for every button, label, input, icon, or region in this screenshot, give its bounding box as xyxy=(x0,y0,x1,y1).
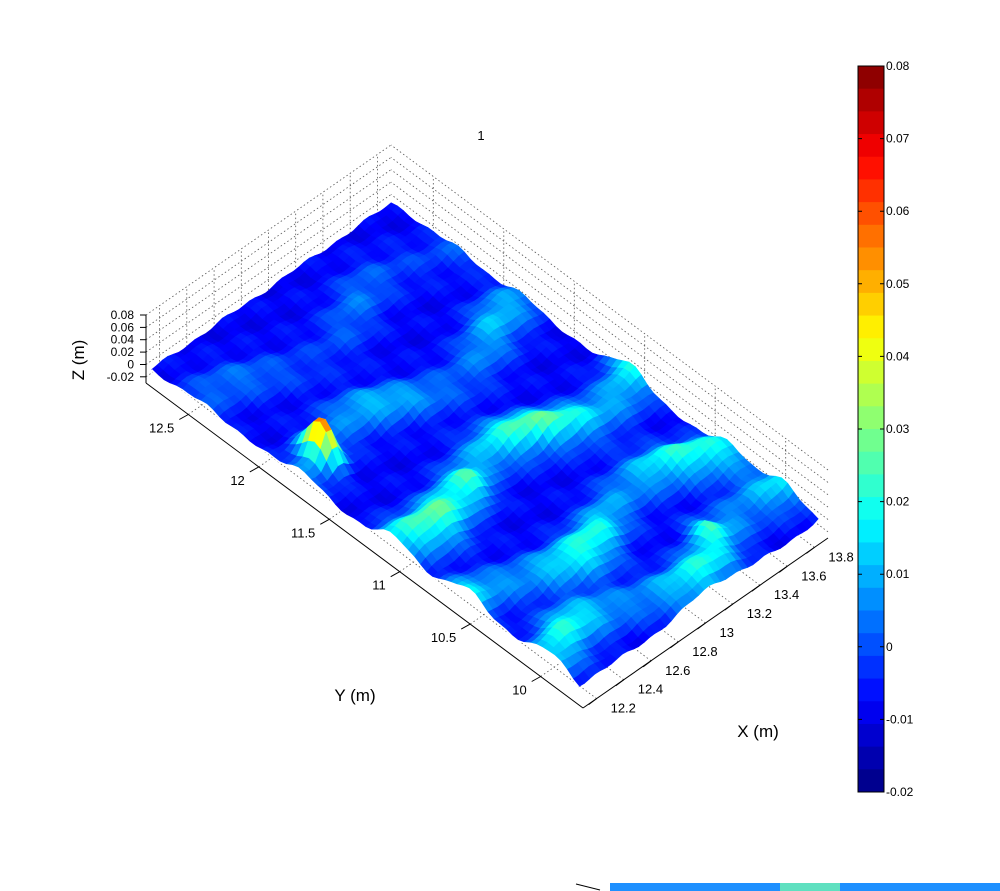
x-tick-label: 12.6 xyxy=(665,663,690,678)
x-tick-label: 13 xyxy=(720,625,734,640)
y-tick-label: 12 xyxy=(230,473,244,488)
colorbar-segment xyxy=(858,292,884,317)
colorbar-segment xyxy=(858,179,884,203)
colorbar-tick-label: 0.02 xyxy=(886,495,910,509)
colorbar-segment xyxy=(858,111,884,135)
colorbar-segment xyxy=(858,542,884,566)
x-tick-label: 13.6 xyxy=(801,568,826,583)
y-axis-label: Y (m) xyxy=(334,686,375,705)
next-figure-fragment xyxy=(575,883,1000,891)
colorbar-tick-labels: 0.08 0.07 0.06 0.05 0.04 0.03 0.02 0.01 0 -0.01 -0… xyxy=(886,59,914,799)
colorbar-segment xyxy=(858,451,884,475)
colorbar-tick-label: 0.08 xyxy=(886,59,910,73)
colorbar-segment xyxy=(858,746,884,770)
colorbar-segment xyxy=(858,610,884,634)
z-axis-label: Z (m) xyxy=(69,340,88,381)
colorbar-segment xyxy=(858,156,884,180)
colorbar-tick-label: 0.06 xyxy=(886,204,910,218)
y-tick-label: 11 xyxy=(372,578,386,593)
x-tick-label: 12.8 xyxy=(692,644,717,659)
y-tick-label: 10 xyxy=(512,683,526,698)
x-tick-label: 13.8 xyxy=(828,549,853,564)
colorbar-segment xyxy=(858,406,884,430)
colorbar-tick-label: 0.03 xyxy=(886,422,910,436)
colorbar-segment xyxy=(858,769,884,793)
colorbar-segment xyxy=(858,360,884,385)
x-tick-label: 12.4 xyxy=(638,682,663,697)
colorbar-segment xyxy=(858,134,884,158)
y-tick-labels: 10 10.5 11 11.5 12 12.5 xyxy=(149,421,527,698)
z-tick-label: 0 xyxy=(127,358,134,372)
colorbar-segment xyxy=(858,565,884,589)
colorbar-segment xyxy=(858,701,884,725)
colorbar-segment xyxy=(858,587,884,611)
colorbar-segment xyxy=(858,315,884,339)
colorbar-tick-label: 0.05 xyxy=(886,277,910,291)
z-tick-label: 0.08 xyxy=(111,308,135,322)
surface-plot xyxy=(151,202,819,688)
axes-lines xyxy=(140,314,829,709)
colorbar-segment xyxy=(858,633,884,657)
x-tick-label: 13.2 xyxy=(747,606,772,621)
colorbar-segment xyxy=(858,474,884,498)
colorbar-segment xyxy=(858,247,884,271)
colorbar-segment xyxy=(858,678,884,702)
colorbar-tick-label: 0.01 xyxy=(886,567,910,581)
y-tick-label: 12.5 xyxy=(149,421,174,436)
surface-edge xyxy=(150,369,580,688)
x-axis-label: X (m) xyxy=(737,722,779,741)
colorbar-segment xyxy=(858,88,884,112)
colorbar-segment xyxy=(858,338,884,362)
colorbar-tick-label: 0.04 xyxy=(886,349,910,363)
z-tick-label: 0.04 xyxy=(111,333,135,347)
z-tick-labels: 0.080.060.040.020-0.02 xyxy=(107,308,135,384)
colorbar xyxy=(857,65,885,793)
z-tick-label: -0.02 xyxy=(107,370,135,384)
colorbar-segment xyxy=(858,519,884,543)
colorbar-segment xyxy=(858,497,884,521)
colorbar-tick-label: 0 xyxy=(886,640,893,654)
colorbar-segment xyxy=(858,383,884,407)
y-tick-label: 11.5 xyxy=(291,525,315,540)
colorbar-segment xyxy=(858,224,884,248)
figure-title: 1 xyxy=(477,128,484,143)
colorbar-segment xyxy=(858,429,884,453)
colorbar-tick-label: -0.02 xyxy=(886,785,914,799)
z-tick-label: 0.06 xyxy=(111,320,135,334)
colorbar-segment xyxy=(858,202,884,226)
colorbar-tick-label: 0.07 xyxy=(886,132,910,146)
colorbar-segment xyxy=(858,66,884,90)
y-tick-label: 10.5 xyxy=(431,630,456,645)
z-tick-label: 0.02 xyxy=(111,345,135,359)
colorbar-tick-label: -0.01 xyxy=(886,712,914,726)
x-tick-labels: 12.212.412.612.813 13.213.413.613.8 xyxy=(611,549,854,715)
x-tick-label: 12.2 xyxy=(611,701,636,716)
x-tick-label: 13.4 xyxy=(774,587,799,602)
colorbar-segment xyxy=(858,655,884,680)
colorbar-segment xyxy=(858,723,884,748)
colorbar-segment xyxy=(858,270,884,294)
